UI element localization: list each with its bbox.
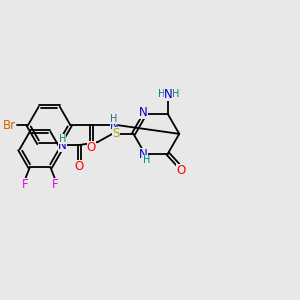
Text: N: N	[110, 118, 118, 132]
Text: O: O	[75, 160, 84, 173]
Text: H: H	[143, 155, 150, 165]
Text: N: N	[139, 106, 148, 119]
Text: H: H	[172, 89, 179, 99]
Text: H: H	[110, 114, 118, 124]
Text: O: O	[176, 164, 186, 177]
Text: H: H	[59, 134, 66, 144]
Text: H: H	[158, 89, 166, 99]
Text: N: N	[58, 139, 67, 152]
Text: Br: Br	[3, 118, 16, 132]
Text: N: N	[139, 148, 148, 161]
Text: N: N	[164, 88, 173, 101]
Text: F: F	[52, 178, 59, 191]
Text: O: O	[87, 141, 96, 154]
Text: S: S	[112, 128, 119, 140]
Text: F: F	[22, 178, 29, 191]
